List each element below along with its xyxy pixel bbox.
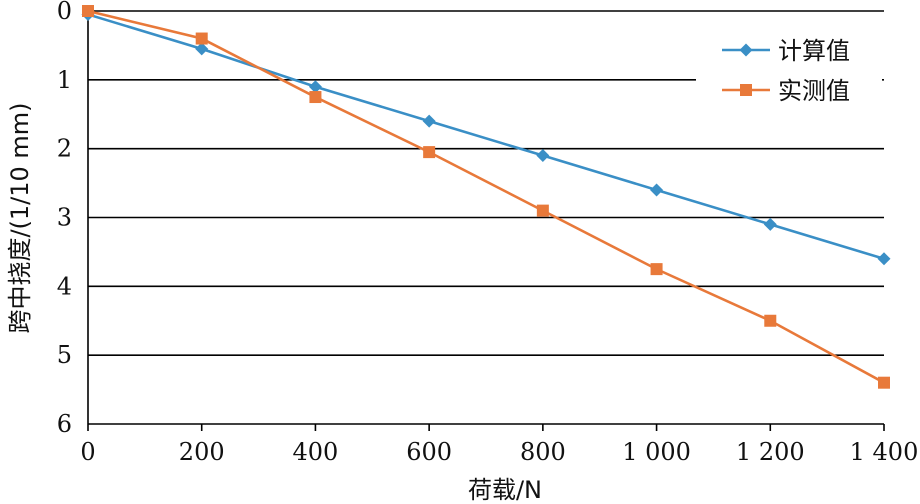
- legend-label: 实测值: [778, 77, 850, 105]
- data-point: [536, 204, 549, 217]
- data-point: [650, 183, 664, 197]
- grid-layer: [88, 10, 884, 356]
- y-tick-label: 3: [57, 204, 72, 232]
- data-point: [877, 252, 891, 266]
- data-point: [878, 376, 890, 389]
- data-point: [650, 263, 663, 276]
- y-tick-label: 2: [57, 135, 72, 163]
- data-point: [764, 314, 777, 327]
- legend-marker: [740, 84, 752, 96]
- legend-background: [696, 28, 882, 112]
- data-point: [536, 149, 550, 163]
- x-tick-label: 200: [179, 438, 225, 466]
- data-point: [422, 114, 436, 128]
- x-tick-label: 1 000: [622, 438, 691, 466]
- data-point: [195, 32, 208, 45]
- data-point: [423, 146, 436, 159]
- y-tick-label: 0: [57, 0, 72, 25]
- series-layer: [81, 5, 891, 389]
- data-point: [763, 217, 777, 231]
- series-line: [87, 9, 885, 384]
- x-tick-label: 800: [520, 438, 566, 466]
- x-tick-label: 0: [80, 438, 95, 466]
- legend-label: 计算值: [778, 37, 850, 65]
- series-line: [87, 13, 885, 261]
- series-2: [82, 5, 890, 389]
- data-point: [195, 42, 209, 56]
- y-tick-label: 1: [57, 66, 72, 94]
- x-tick-label: 1 200: [736, 438, 805, 466]
- y-tick-label: 5: [57, 341, 72, 369]
- legend-marker: [739, 43, 753, 57]
- x-tick-label: 1 400: [850, 438, 919, 466]
- data-point: [82, 5, 94, 17]
- series-1: [81, 7, 891, 266]
- y-tick-label: 4: [57, 272, 72, 300]
- data-point: [308, 80, 322, 94]
- y-tick-label: 6: [57, 410, 72, 438]
- x-tick-label: 600: [406, 438, 452, 466]
- y-axis-title: 跨中挠度/(1/10 mm): [6, 102, 34, 333]
- x-axis-title: 荷载/N: [468, 476, 542, 504]
- data-point: [309, 91, 322, 104]
- x-tick-label: 400: [293, 438, 339, 466]
